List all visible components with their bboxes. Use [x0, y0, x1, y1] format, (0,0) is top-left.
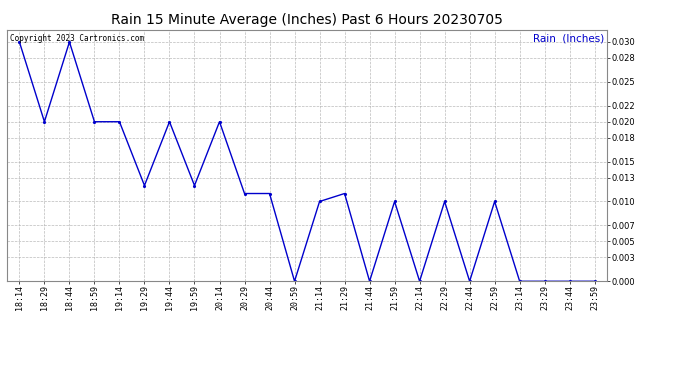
Rain  (Inches) [215, 120, 224, 124]
Rain  (Inches) [466, 279, 474, 284]
Rain  (Inches) [540, 279, 549, 284]
Rain  (Inches) [140, 183, 148, 188]
Rain  (Inches) [591, 279, 599, 284]
Rain  (Inches) [440, 199, 449, 204]
Text: Rain  (Inches): Rain (Inches) [533, 34, 604, 44]
Line: Rain  (Inches): Rain (Inches) [18, 40, 596, 283]
Rain  (Inches) [266, 191, 274, 196]
Rain  (Inches) [366, 279, 374, 284]
Rain  (Inches) [166, 120, 174, 124]
Rain  (Inches) [491, 199, 499, 204]
Rain  (Inches) [290, 279, 299, 284]
Rain  (Inches) [391, 199, 399, 204]
Rain  (Inches) [415, 279, 424, 284]
Rain  (Inches) [515, 279, 524, 284]
Rain  (Inches) [240, 191, 248, 196]
Rain  (Inches) [315, 199, 324, 204]
Rain  (Inches) [115, 120, 124, 124]
Rain  (Inches) [90, 120, 99, 124]
Rain  (Inches) [66, 40, 74, 44]
Rain  (Inches) [190, 183, 199, 188]
Rain  (Inches) [15, 40, 23, 44]
Title: Rain 15 Minute Average (Inches) Past 6 Hours 20230705: Rain 15 Minute Average (Inches) Past 6 H… [111, 13, 503, 27]
Rain  (Inches) [340, 191, 348, 196]
Rain  (Inches) [566, 279, 574, 284]
Text: Copyright 2023 Cartronics.com: Copyright 2023 Cartronics.com [10, 34, 144, 43]
Rain  (Inches) [40, 120, 48, 124]
